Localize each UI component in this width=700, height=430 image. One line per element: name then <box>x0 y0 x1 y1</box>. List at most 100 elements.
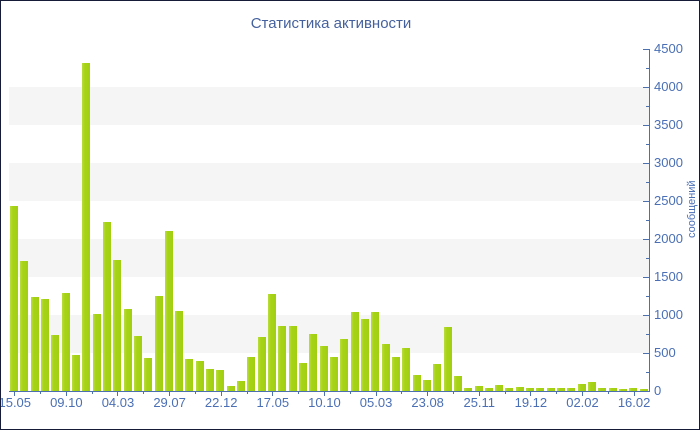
x-tick-label: 09.10 <box>50 395 83 410</box>
x-major-tick <box>65 391 67 396</box>
y-tick-label: 3500 <box>654 117 683 132</box>
y-major-tick <box>643 352 649 354</box>
bar <box>381 344 390 391</box>
x-tick-label: 05.03 <box>359 395 393 410</box>
bar <box>309 334 318 391</box>
y-minor-tick <box>646 333 649 335</box>
x-minor-tick <box>298 391 300 394</box>
bar <box>619 389 628 391</box>
bar <box>20 261 29 391</box>
y-tick-label: 1500 <box>654 269 683 284</box>
bar <box>30 297 39 391</box>
bar <box>464 388 473 391</box>
y-major-tick <box>643 314 649 316</box>
y-tick-label: 500 <box>654 345 676 360</box>
bar <box>588 382 597 391</box>
bar <box>237 381 246 391</box>
bar <box>226 386 235 391</box>
bar <box>92 314 101 391</box>
x-major-tick <box>478 391 480 396</box>
bar <box>319 346 328 391</box>
x-axis-line <box>9 391 650 392</box>
y-minor-tick <box>646 181 649 183</box>
x-major-tick <box>633 391 635 396</box>
bar <box>206 369 215 391</box>
x-major-tick <box>272 391 274 396</box>
bar <box>185 359 194 391</box>
x-minor-tick <box>143 391 145 394</box>
bar <box>371 312 380 391</box>
bar <box>453 376 462 391</box>
y-major-tick <box>643 238 649 240</box>
y-minor-tick <box>646 295 649 297</box>
bar <box>495 385 504 391</box>
x-major-tick <box>427 391 429 396</box>
x-tick-label: 25.11 <box>463 395 496 410</box>
y-major-tick <box>643 390 649 392</box>
y-minor-tick <box>646 257 649 259</box>
x-major-tick <box>169 391 171 396</box>
y-major-tick <box>643 276 649 278</box>
bar <box>546 388 555 391</box>
x-major-tick <box>117 391 119 396</box>
y-minor-tick <box>646 219 649 221</box>
bar <box>195 361 204 391</box>
x-minor-tick <box>246 391 248 394</box>
x-tick-label: 04.03 <box>101 395 135 410</box>
bar <box>391 357 400 391</box>
y-minor-tick <box>646 67 649 69</box>
bar <box>608 388 617 391</box>
x-tick-label: 17.05 <box>256 395 290 410</box>
bar <box>433 364 442 391</box>
bar <box>484 388 493 391</box>
y-minor-tick <box>646 105 649 107</box>
x-minor-tick <box>452 391 454 394</box>
bar <box>536 388 545 391</box>
y-tick-label: 2500 <box>654 193 683 208</box>
y-minor-tick <box>646 143 649 145</box>
bar <box>278 326 287 391</box>
y-axis-line <box>649 49 650 392</box>
x-minor-tick <box>504 391 506 394</box>
bar <box>164 231 173 391</box>
bar <box>577 384 586 391</box>
x-minor-tick <box>40 391 42 394</box>
y-major-tick <box>643 48 649 50</box>
x-minor-tick <box>349 391 351 394</box>
x-major-tick <box>582 391 583 396</box>
x-minor-tick <box>556 391 558 394</box>
x-minor-tick <box>401 391 403 394</box>
x-tick-label: 10.10 <box>308 395 341 410</box>
bar <box>154 296 163 391</box>
x-major-tick <box>375 391 377 396</box>
bar <box>113 260 122 391</box>
x-tick-label: 19.12 <box>514 395 548 410</box>
x-major-tick <box>323 391 325 396</box>
bar <box>133 336 142 391</box>
bar <box>402 348 411 391</box>
y-tick-label: 4500 <box>654 41 683 56</box>
bar <box>257 337 266 391</box>
chart-title: Статистика активности <box>250 15 412 32</box>
bar <box>216 370 225 391</box>
x-tick-label: 02.02 <box>566 395 599 410</box>
x-tick-label: 23.08 <box>411 395 444 410</box>
bar <box>175 311 184 391</box>
y-tick-label: 1000 <box>654 307 683 322</box>
bar <box>268 294 277 391</box>
y-major-tick <box>643 86 649 88</box>
x-tick-label: 29.07 <box>153 395 186 410</box>
bar <box>61 293 70 391</box>
x-minor-tick <box>194 391 196 394</box>
plot-area <box>9 49 649 391</box>
bar <box>82 63 91 391</box>
bar <box>567 388 576 391</box>
bar <box>515 387 524 391</box>
bar <box>474 386 483 391</box>
bar <box>629 388 638 391</box>
bar <box>247 357 256 391</box>
x-tick-label: 16.02 <box>617 395 651 410</box>
x-major-tick <box>14 391 16 396</box>
bar <box>71 355 80 391</box>
